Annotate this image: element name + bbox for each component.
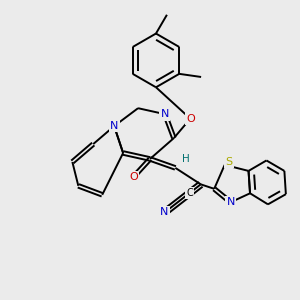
Text: C: C: [186, 188, 193, 198]
Text: O: O: [129, 172, 138, 182]
Text: N: N: [161, 109, 169, 119]
Text: N: N: [226, 197, 235, 207]
Text: O: O: [186, 114, 195, 124]
Text: N: N: [160, 207, 169, 218]
Text: H: H: [182, 154, 190, 164]
Text: S: S: [226, 157, 233, 167]
Text: N: N: [110, 121, 118, 131]
